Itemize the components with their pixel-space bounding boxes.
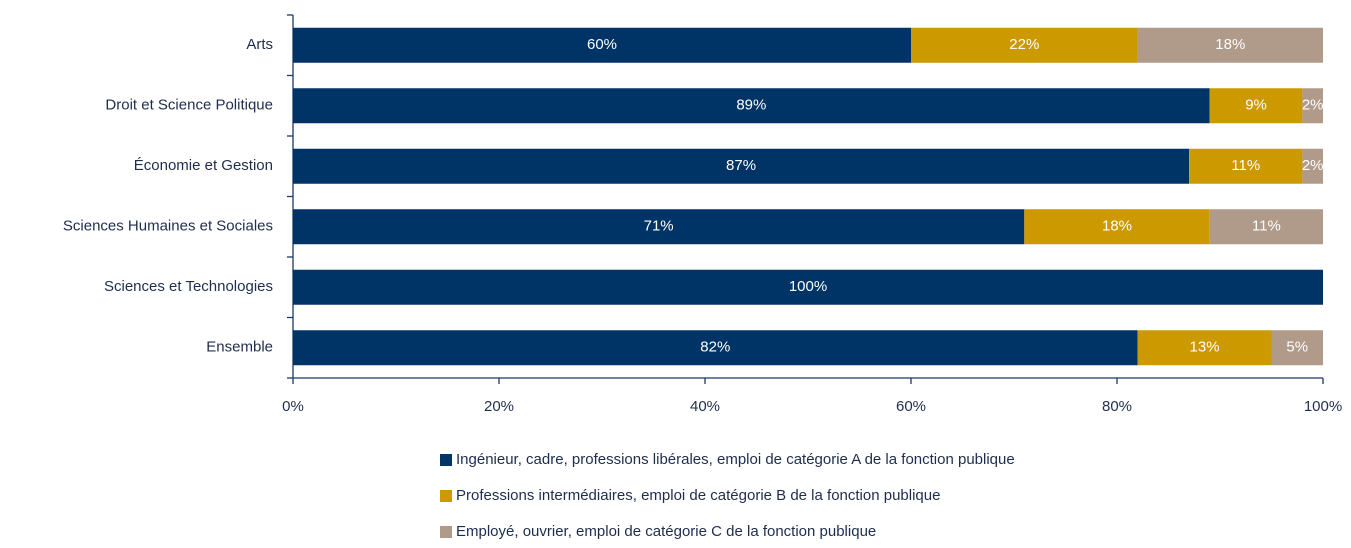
bar-segment (1209, 88, 1303, 124)
x-tick-label: 60% (896, 398, 926, 415)
data-label: 71% (644, 218, 674, 235)
y-tick-label: Ensemble (206, 339, 273, 356)
x-tick-label: 0% (282, 398, 304, 415)
data-label: 22% (1009, 36, 1039, 53)
data-label: 18% (1102, 218, 1132, 235)
data-label: 82% (700, 339, 730, 356)
legend-swatch (440, 526, 452, 538)
data-label: 18% (1215, 36, 1245, 53)
data-label: 11% (1252, 218, 1281, 235)
bar-segment (1302, 148, 1323, 184)
data-label: 11% (1231, 157, 1260, 174)
bar-segment (293, 209, 1025, 245)
data-label: 9% (1245, 97, 1267, 114)
legend-label: Ingénieur, cadre, professions libérales,… (456, 451, 1015, 468)
data-label: 89% (736, 97, 766, 114)
bar-segment (293, 269, 1323, 305)
bar-segment (293, 330, 1138, 366)
data-label: 2% (1302, 157, 1324, 174)
x-tick-label: 80% (1102, 398, 1132, 415)
data-label: 60% (587, 36, 617, 53)
bar-segment (1137, 27, 1323, 63)
x-tick-label: 20% (484, 398, 514, 415)
bar-segment (1024, 209, 1210, 245)
x-tick-label: 100% (1304, 398, 1342, 415)
data-label: 5% (1286, 339, 1308, 356)
bar-segment (1302, 88, 1323, 124)
legend-label: Employé, ouvrier, emploi de catégorie C … (456, 523, 876, 540)
bar-segment (1271, 330, 1323, 366)
data-label: 13% (1190, 339, 1220, 356)
bar-segment (293, 27, 911, 63)
bar-segment (293, 148, 1190, 184)
y-tick-label: Sciences Humaines et Sociales (63, 218, 273, 235)
y-tick-label: Économie et Gestion (134, 157, 273, 174)
x-tick-label: 40% (690, 398, 720, 415)
data-label: 100% (789, 278, 827, 295)
legend-swatch (440, 490, 452, 502)
legend-label: Professions intermédiaires, emploi de ca… (456, 487, 940, 504)
bar-segment (1189, 148, 1303, 184)
bar-segment (1209, 209, 1323, 245)
y-tick-label: Sciences et Technologies (104, 278, 273, 295)
y-tick-label: Arts (246, 36, 273, 53)
data-label: 87% (726, 157, 756, 174)
bar-segment (1137, 330, 1272, 366)
y-tick-label: Droit et Science Politique (105, 97, 273, 114)
bar-segment (911, 27, 1138, 63)
bar-segment (293, 88, 1210, 124)
legend-swatch (440, 454, 452, 466)
data-label: 2% (1302, 97, 1324, 114)
